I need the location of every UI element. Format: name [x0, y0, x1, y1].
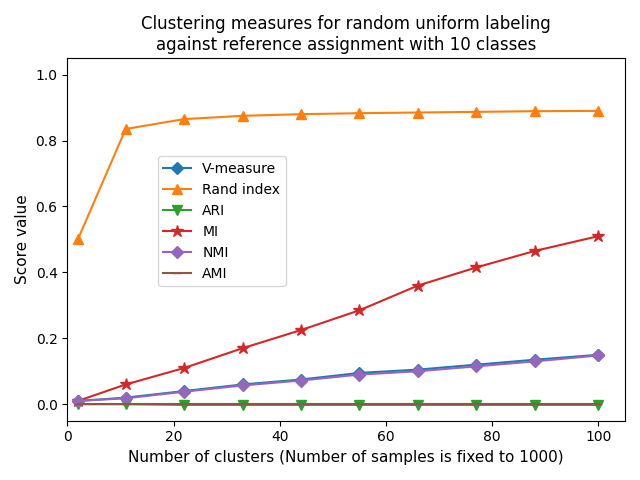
ARI [180, 402, 188, 408]
MI [356, 307, 364, 313]
AMI [74, 401, 82, 407]
ARI [595, 402, 602, 408]
ARI [74, 401, 82, 407]
NMI [74, 398, 82, 404]
Rand index [414, 109, 422, 115]
NMI [472, 363, 480, 369]
Rand index [595, 108, 602, 114]
NMI [414, 368, 422, 374]
AMI [414, 401, 422, 407]
ARI [356, 402, 364, 408]
AMI [239, 401, 246, 407]
ARI [297, 402, 305, 408]
NMI [180, 389, 188, 395]
AMI [180, 401, 188, 407]
V-measure [239, 382, 246, 387]
ARI [122, 401, 129, 407]
MI [472, 264, 480, 270]
Line: V-measure: V-measure [74, 350, 603, 405]
Rand index [239, 113, 246, 119]
AMI [472, 401, 480, 407]
Rand index [356, 110, 364, 116]
AMI [122, 401, 129, 407]
NMI [122, 396, 129, 401]
ARI [531, 402, 538, 408]
Line: AMI: AMI [74, 400, 603, 408]
Legend: V-measure, Rand index, ARI, MI, NMI, AMI: V-measure, Rand index, ARI, MI, NMI, AMI [158, 156, 286, 286]
NMI [297, 378, 305, 384]
MI [531, 248, 538, 254]
MI [239, 345, 246, 351]
AMI [595, 401, 602, 407]
V-measure [414, 367, 422, 372]
ARI [239, 402, 246, 408]
NMI [239, 383, 246, 388]
NMI [356, 372, 364, 377]
Rand index [180, 116, 188, 122]
Rand index [122, 126, 129, 132]
V-measure [122, 395, 129, 400]
Line: Rand index: Rand index [73, 106, 604, 244]
V-measure [356, 370, 364, 376]
NMI [531, 359, 538, 364]
Y-axis label: Score value: Score value [15, 194, 30, 284]
Rand index [74, 237, 82, 242]
V-measure [297, 377, 305, 383]
Line: ARI: ARI [73, 399, 604, 410]
AMI [297, 401, 305, 407]
MI [297, 327, 305, 333]
Line: NMI: NMI [74, 351, 603, 405]
Rand index [472, 109, 480, 115]
V-measure [472, 362, 480, 368]
MI [595, 233, 602, 239]
X-axis label: Number of clusters (Number of samples is fixed to 1000): Number of clusters (Number of samples is… [129, 450, 564, 465]
MI [414, 283, 422, 288]
MI [122, 382, 129, 387]
V-measure [531, 357, 538, 362]
V-measure [74, 398, 82, 404]
V-measure [595, 352, 602, 358]
ARI [414, 402, 422, 408]
MI [180, 365, 188, 371]
Title: Clustering measures for random uniform labeling
against reference assignment wit: Clustering measures for random uniform l… [141, 15, 551, 54]
Line: MI: MI [72, 230, 605, 407]
ARI [472, 402, 480, 408]
AMI [531, 401, 538, 407]
Rand index [531, 108, 538, 114]
Rand index [297, 111, 305, 117]
AMI [356, 401, 364, 407]
NMI [595, 353, 602, 359]
MI [74, 398, 82, 404]
V-measure [180, 388, 188, 394]
